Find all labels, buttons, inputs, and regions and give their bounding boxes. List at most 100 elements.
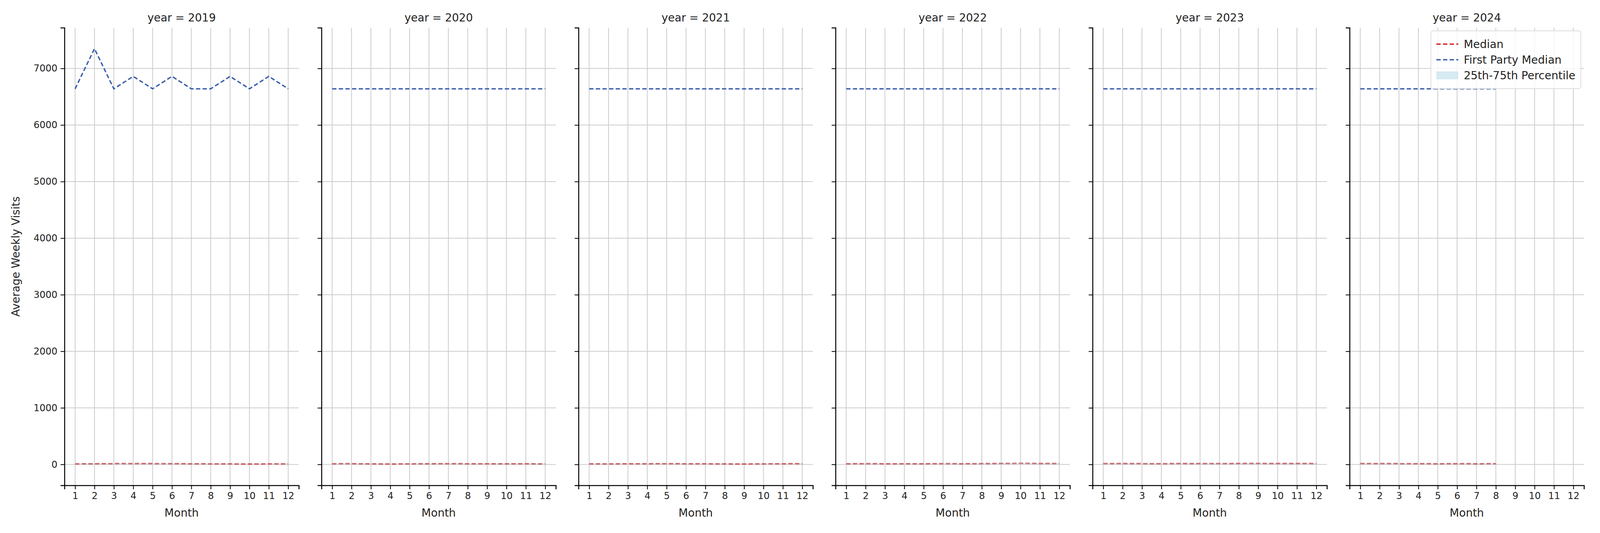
y-tick: 4000	[33, 232, 65, 244]
x-tick: 2	[91, 485, 98, 502]
y-tick	[317, 408, 322, 409]
x-tick-label: 6	[683, 490, 690, 502]
x-tick-mark	[249, 485, 250, 490]
y-tick-mark	[317, 351, 322, 352]
x-tick-label: 6	[940, 490, 947, 502]
y-tick	[1088, 408, 1093, 409]
x-tick: 6	[940, 485, 947, 502]
x-tick: 9	[484, 485, 491, 502]
line	[589, 88, 802, 90]
x-tick: 11	[776, 485, 790, 502]
x-tick-mark	[1418, 485, 1420, 490]
grid-line-x	[1122, 27, 1124, 486]
y-tick-mark	[831, 237, 836, 239]
x-tick-label: 5	[920, 490, 927, 502]
grid-line-y	[321, 407, 556, 409]
grid-line-y	[321, 237, 556, 239]
grid-line-x	[1553, 27, 1555, 486]
x-tick-label: 9	[484, 490, 491, 502]
x-tick: 11	[519, 485, 533, 502]
y-tick-mark	[1345, 294, 1350, 296]
y-tick-mark	[1088, 237, 1093, 239]
grid-line-x	[1141, 27, 1143, 486]
x-tick: 7	[445, 485, 452, 502]
x-tick: 7	[959, 485, 966, 502]
grid	[578, 27, 813, 486]
x-tick-mark	[1495, 485, 1497, 490]
y-tick-mark	[1088, 181, 1093, 183]
y-tick: 1000	[33, 402, 65, 414]
x-tick-label: 9	[1255, 490, 1262, 502]
x-tick-mark	[865, 485, 867, 490]
y-tick-mark	[1088, 351, 1093, 352]
y-tick	[317, 294, 322, 296]
x-tick: 6	[169, 485, 175, 502]
x-tick-label: 2	[605, 490, 612, 502]
x-tick: 1	[1357, 485, 1364, 502]
x-tick-mark	[685, 485, 687, 490]
y-tick	[1345, 125, 1350, 126]
x-tick-label: 10	[243, 490, 256, 502]
x-tick-mark	[1039, 485, 1041, 490]
grid-line-x	[191, 27, 192, 486]
x-tick: 3	[625, 485, 631, 502]
x-tick: 7	[702, 485, 709, 502]
grid-line-y	[1092, 67, 1327, 69]
panel-title: year = 2023	[1175, 11, 1245, 25]
legend: MedianFirst Party Median25th-75th Percen…	[1430, 30, 1581, 89]
grid-line-y	[64, 351, 299, 352]
grid-line-y	[578, 294, 813, 296]
plot-area	[332, 88, 545, 465]
x-tick-label: 10	[757, 490, 770, 502]
grid-line-y	[835, 181, 1070, 183]
y-tick	[831, 125, 836, 126]
band	[589, 463, 802, 465]
x-tick-label: 9	[741, 490, 748, 502]
x-tick: 9	[741, 485, 748, 502]
x-axis-line	[321, 485, 557, 490]
grid-line-x	[467, 27, 468, 486]
grid-line-y	[1092, 294, 1327, 296]
x-tick-mark	[287, 485, 289, 490]
y-tick-mark	[574, 464, 579, 466]
band	[1360, 463, 1496, 465]
line	[1103, 88, 1317, 90]
y-tick-mark	[60, 125, 65, 126]
x-tick-mark	[486, 485, 488, 490]
x-tick-label: 9	[1512, 490, 1519, 502]
x-tick-mark	[1573, 485, 1574, 490]
x-tick-label: 12	[1053, 490, 1066, 502]
x-axis-line	[1092, 485, 1328, 490]
y-tick-mark	[1088, 464, 1093, 466]
panel: 123456789101112year = 2023Month	[1088, 11, 1328, 520]
y-tick-mark	[1345, 181, 1350, 183]
y-tick	[574, 68, 579, 69]
grid-line-y	[1092, 351, 1327, 352]
grid-line-x	[685, 27, 687, 486]
grid-line-x	[666, 27, 668, 486]
x-tick-label: 8	[207, 490, 214, 502]
x-tick: 8	[1235, 485, 1242, 502]
legend-swatch	[1436, 43, 1459, 45]
x-tick: 2	[862, 485, 869, 502]
y-tick-mark	[574, 181, 579, 183]
chart: 1234567891011120100020003000400050006000…	[0, 0, 1600, 533]
grid-line-x	[249, 27, 250, 486]
grid-line-x	[903, 27, 905, 486]
x-tick: 7	[1216, 485, 1223, 502]
panel: 123456789101112year = 2021Month	[574, 11, 814, 520]
x-axis-title: Month	[1449, 506, 1484, 520]
y-tick-mark	[1345, 237, 1350, 239]
x-tick-mark	[981, 485, 983, 490]
grid-line-x	[1437, 27, 1439, 486]
grid-line-x	[152, 27, 154, 486]
y-tick: 6000	[33, 119, 65, 131]
y-tick-mark	[60, 351, 65, 352]
y-tick	[1345, 68, 1350, 69]
x-tick-mark	[1058, 485, 1060, 490]
x-tick-label: 10	[1014, 490, 1027, 502]
x-tick: 7	[188, 485, 195, 502]
y-tick-mark	[1345, 351, 1350, 352]
legend-label: Median	[1463, 37, 1504, 51]
x-tick-mark	[1514, 485, 1516, 490]
